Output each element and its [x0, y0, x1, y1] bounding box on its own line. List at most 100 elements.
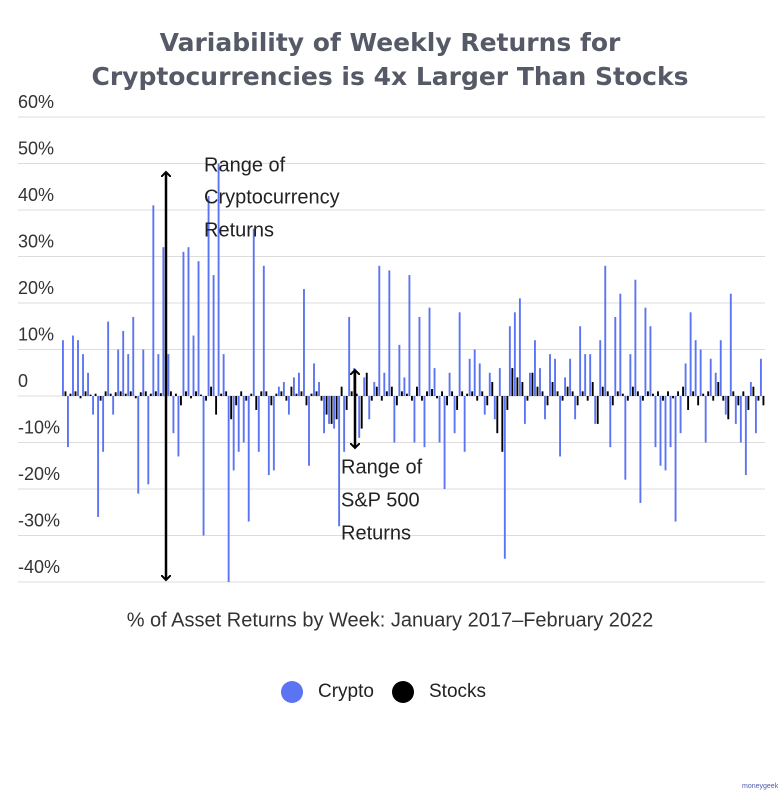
bar: [762, 396, 765, 406]
y-tick-label: 10%: [18, 324, 54, 344]
bar: [69, 393, 72, 396]
bar: [205, 396, 207, 401]
bar: [483, 396, 486, 415]
bar: [298, 372, 300, 396]
bar: [365, 372, 368, 396]
bar: [662, 396, 664, 401]
bar: [247, 396, 250, 522]
y-tick-label: -30%: [18, 510, 60, 530]
bar: [729, 293, 732, 396]
bar: [385, 391, 388, 396]
bar: [453, 396, 456, 434]
bar: [759, 358, 762, 396]
bar: [222, 354, 225, 396]
bar: [549, 354, 551, 396]
bar: [652, 393, 654, 396]
bar: [180, 396, 182, 406]
bar: [739, 396, 742, 443]
bar: [727, 396, 730, 420]
bar: [132, 316, 135, 396]
bar: [330, 396, 333, 424]
bar: [197, 261, 200, 396]
bar: [669, 396, 672, 448]
bar: [137, 396, 140, 494]
bar: [398, 344, 401, 396]
bar: [363, 377, 366, 396]
bar: [182, 251, 185, 396]
bar: [308, 396, 310, 466]
bar: [242, 396, 245, 443]
bar: [413, 396, 416, 443]
bar: [619, 293, 622, 396]
bar: [287, 396, 290, 415]
bar: [139, 392, 142, 396]
bar: [611, 396, 614, 406]
y-tick-label: 0: [18, 371, 28, 391]
bar: [734, 396, 737, 424]
bar: [458, 312, 461, 396]
bar: [709, 358, 712, 396]
bar: [737, 396, 740, 406]
bar: [513, 312, 516, 396]
bar: [267, 396, 270, 476]
bar: [418, 316, 421, 396]
annotation-line: Range of: [341, 456, 423, 478]
bar: [757, 396, 760, 401]
bar: [232, 396, 235, 471]
bar: [62, 340, 64, 396]
bar: [586, 396, 589, 401]
y-tick-label: -20%: [18, 464, 60, 484]
bar: [79, 396, 82, 399]
bar: [714, 372, 717, 396]
bar: [541, 391, 544, 396]
bar: [674, 396, 677, 522]
bar: [84, 391, 87, 396]
bar: [441, 391, 444, 396]
bar: [639, 396, 642, 503]
bar: [744, 396, 747, 476]
bar: [679, 396, 682, 434]
bar: [270, 396, 273, 406]
bar: [174, 393, 177, 396]
bar: [162, 247, 165, 396]
bar: [292, 377, 295, 396]
bar: [521, 382, 524, 396]
bar: [712, 396, 715, 401]
bar: [112, 396, 115, 415]
bar: [672, 396, 674, 399]
bar: [87, 372, 89, 396]
bar: [606, 391, 609, 396]
bar: [438, 396, 441, 443]
bar: [167, 354, 170, 396]
bar: [536, 386, 539, 396]
bar: [285, 396, 288, 401]
bar: [654, 396, 657, 448]
bar: [94, 393, 97, 396]
bar: [92, 396, 95, 415]
bar: [556, 391, 559, 396]
bar: [97, 396, 100, 517]
bar: [358, 396, 361, 438]
bar: [380, 396, 383, 401]
bar: [426, 391, 428, 396]
bar: [277, 386, 280, 396]
bar: [461, 391, 464, 396]
bar: [646, 391, 649, 396]
bar: [501, 396, 504, 452]
bar: [215, 396, 218, 415]
bar: [338, 396, 341, 527]
bar: [579, 326, 582, 396]
bar: [119, 391, 122, 396]
bar: [599, 340, 602, 396]
bar: [596, 396, 599, 424]
bar: [400, 391, 403, 396]
bar: [702, 393, 705, 396]
y-tick-label: 50%: [18, 138, 54, 158]
bar: [433, 368, 436, 396]
bar: [516, 377, 519, 396]
bar: [185, 391, 187, 396]
bar: [323, 396, 325, 434]
bar: [177, 396, 180, 457]
